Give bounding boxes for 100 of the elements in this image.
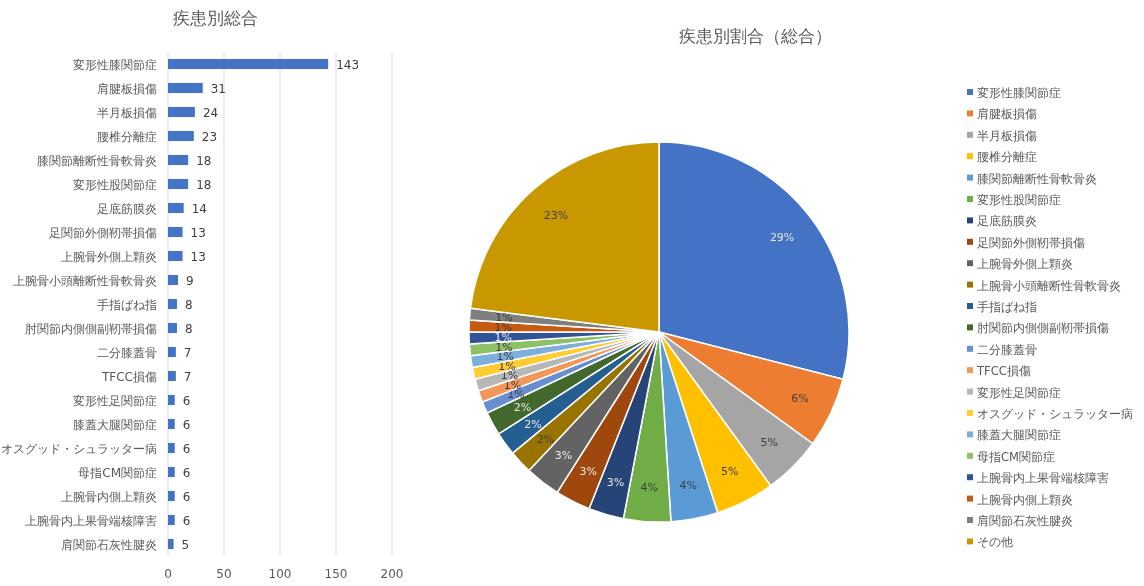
y-tick-label: 上腕骨内上果骨端核障害 (25, 513, 157, 528)
bar (168, 154, 189, 166)
data-label: 6 (182, 489, 191, 504)
legend-label: 腰椎分離症 (977, 150, 1037, 165)
legend-label: 肩関節石灰性腱炎 (977, 514, 1073, 528)
bar (168, 442, 175, 454)
bar (168, 178, 189, 190)
data-label: 2% (524, 417, 542, 431)
bar (168, 346, 176, 358)
chart-title: 疾患別割合（総合） (678, 26, 832, 46)
data-label: 2% (513, 401, 532, 415)
y-tick-label: 肩関節石灰性腱炎 (61, 537, 157, 552)
data-label: 6 (182, 465, 191, 480)
legend-label: オスグッド・シュラッター病 (977, 407, 1133, 421)
data-label: 31 (210, 81, 226, 96)
data-label: 6 (182, 441, 191, 456)
data-label: 8 (184, 297, 193, 312)
data-label: 29% (769, 230, 795, 244)
data-label: 18 (196, 153, 212, 168)
legend-label: 肘関節内側側副靭帯損傷 (977, 321, 1109, 336)
bar (168, 418, 175, 430)
legend-label: 上腕骨内上果骨端核障害 (977, 471, 1109, 486)
data-label: 23% (543, 209, 569, 223)
bar (168, 250, 183, 262)
bar (168, 322, 177, 334)
legend-label: TFCC損傷 (976, 364, 1031, 379)
data-label: 3% (606, 475, 625, 489)
data-label: 7 (183, 369, 192, 384)
y-tick-label: 二分膝蓋骨 (97, 345, 157, 360)
data-label: 13 (190, 225, 206, 240)
y-tick-label: 変形性股関節症 (73, 177, 157, 192)
data-label: 1% (494, 330, 512, 344)
legend-label: 上腕骨外側上顆炎 (977, 257, 1073, 272)
bar (168, 514, 175, 526)
y-tick-label: オスグッド・シュラッター病 (1, 441, 157, 456)
bar (168, 274, 179, 286)
y-tick-label: 肘関節内側側副靭帯損傷 (25, 321, 157, 336)
data-label: 3% (579, 464, 597, 478)
bar (168, 490, 175, 502)
legend-label: 母指CM関節症 (977, 449, 1055, 464)
y-tick-label: 膝関節離断性骨軟骨炎 (37, 153, 157, 168)
x-tick-label: 150 (324, 567, 348, 581)
y-tick-label: 腰椎分離症 (97, 129, 157, 144)
bar (168, 394, 175, 406)
x-tick-label: 100 (268, 567, 292, 581)
data-label: 5% (760, 436, 778, 450)
data-label: 9 (186, 273, 194, 288)
legend-label: 膝関節離断性骨軟骨炎 (977, 171, 1097, 186)
y-tick-label: 変形性膝関節症 (73, 57, 157, 72)
y-tick-label: 上腕骨小頭離断性骨軟骨炎 (13, 273, 157, 288)
y-tick-label: 足底筋膜炎 (97, 201, 157, 216)
data-label: 13 (190, 249, 206, 264)
x-tick-label: 0 (164, 567, 172, 581)
y-tick-label: 上腕骨内側上顆炎 (61, 489, 157, 504)
data-label: 23 (201, 129, 218, 144)
y-tick-label: 肩腱板損傷 (97, 81, 157, 96)
bar (168, 466, 175, 478)
data-label: 5 (181, 537, 190, 552)
data-label: 6 (182, 513, 191, 528)
data-label: 3% (554, 449, 573, 463)
bar (168, 58, 329, 70)
data-label: 6 (182, 417, 191, 432)
data-label: 2% (536, 432, 555, 446)
bar (168, 226, 183, 238)
legend-label: 足関節外側靭帯損傷 (977, 235, 1085, 250)
bar (168, 202, 184, 214)
legend-label: 上腕骨内側上顆炎 (977, 492, 1073, 507)
y-tick-label: 変形性足関節症 (73, 393, 157, 408)
chart-title: 疾患別総合 (172, 8, 258, 28)
data-label: 6% (791, 392, 809, 406)
legend-label: 肩腱板損傷 (977, 107, 1037, 122)
data-label: 7 (183, 345, 192, 360)
legend-label: 二分膝蓋骨 (977, 342, 1037, 357)
x-tick-label: 50 (216, 567, 232, 581)
x-tick-label: 200 (380, 567, 404, 581)
y-tick-label: 母指CM関節症 (78, 465, 157, 480)
data-label: 18 (196, 177, 212, 192)
data-label: 143 (336, 57, 360, 72)
bar (168, 106, 195, 118)
y-tick-label: TFCC損傷 (101, 369, 157, 384)
y-tick-label: 手指ばね指 (97, 297, 157, 312)
y-tick-label: 半月板損傷 (97, 105, 157, 120)
bar (168, 370, 176, 382)
legend-label: 上腕骨小頭離断性骨軟骨炎 (977, 278, 1121, 293)
legend-label: 手指ばね指 (977, 300, 1037, 314)
legend-label: 半月板損傷 (977, 128, 1037, 143)
bar (168, 538, 174, 550)
data-label: 8 (184, 321, 193, 336)
bar (168, 130, 194, 142)
data-label: 4% (679, 479, 697, 493)
data-label: 24 (202, 105, 219, 120)
data-label: 14 (191, 201, 207, 216)
y-tick-label: 上腕骨外側上顆炎 (61, 249, 157, 264)
bar (168, 82, 203, 94)
legend-label: 足底筋膜炎 (977, 214, 1037, 229)
data-label: 5% (721, 464, 739, 478)
legend-label: 変形性股関節症 (977, 193, 1061, 207)
data-label: 4% (640, 481, 658, 495)
legend-label: その他 (977, 535, 1013, 550)
legend-label: 膝蓋大腿関節症 (977, 428, 1061, 443)
